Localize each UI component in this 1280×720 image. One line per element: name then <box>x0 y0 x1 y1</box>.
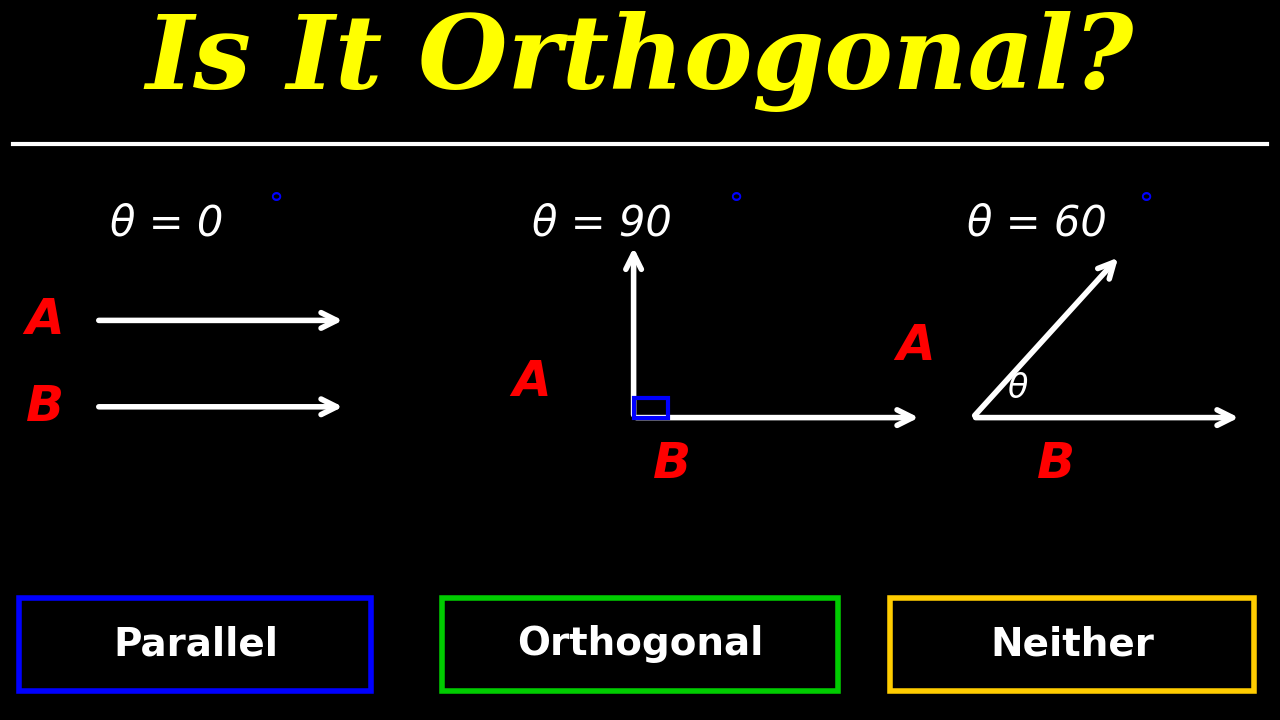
Text: Parallel: Parallel <box>114 626 278 663</box>
Text: Is It Orthogonal?: Is It Orthogonal? <box>146 11 1134 112</box>
Text: θ: θ <box>1007 372 1028 405</box>
Text: B: B <box>26 383 64 431</box>
FancyBboxPatch shape <box>19 598 371 691</box>
Text: θ = 90: θ = 90 <box>531 202 672 244</box>
Text: Neither: Neither <box>991 626 1155 663</box>
FancyBboxPatch shape <box>442 598 838 691</box>
Text: Orthogonal: Orthogonal <box>517 626 763 663</box>
Text: A: A <box>896 322 934 369</box>
Text: θ = 0: θ = 0 <box>110 202 223 244</box>
Text: B: B <box>1037 441 1075 488</box>
Text: A: A <box>512 358 550 405</box>
Text: A: A <box>26 297 64 344</box>
Text: °: ° <box>728 191 744 220</box>
Text: °: ° <box>1138 191 1153 220</box>
FancyBboxPatch shape <box>890 598 1254 691</box>
Text: °: ° <box>268 191 283 220</box>
Text: B: B <box>653 441 691 488</box>
Text: θ = 60: θ = 60 <box>966 202 1107 244</box>
